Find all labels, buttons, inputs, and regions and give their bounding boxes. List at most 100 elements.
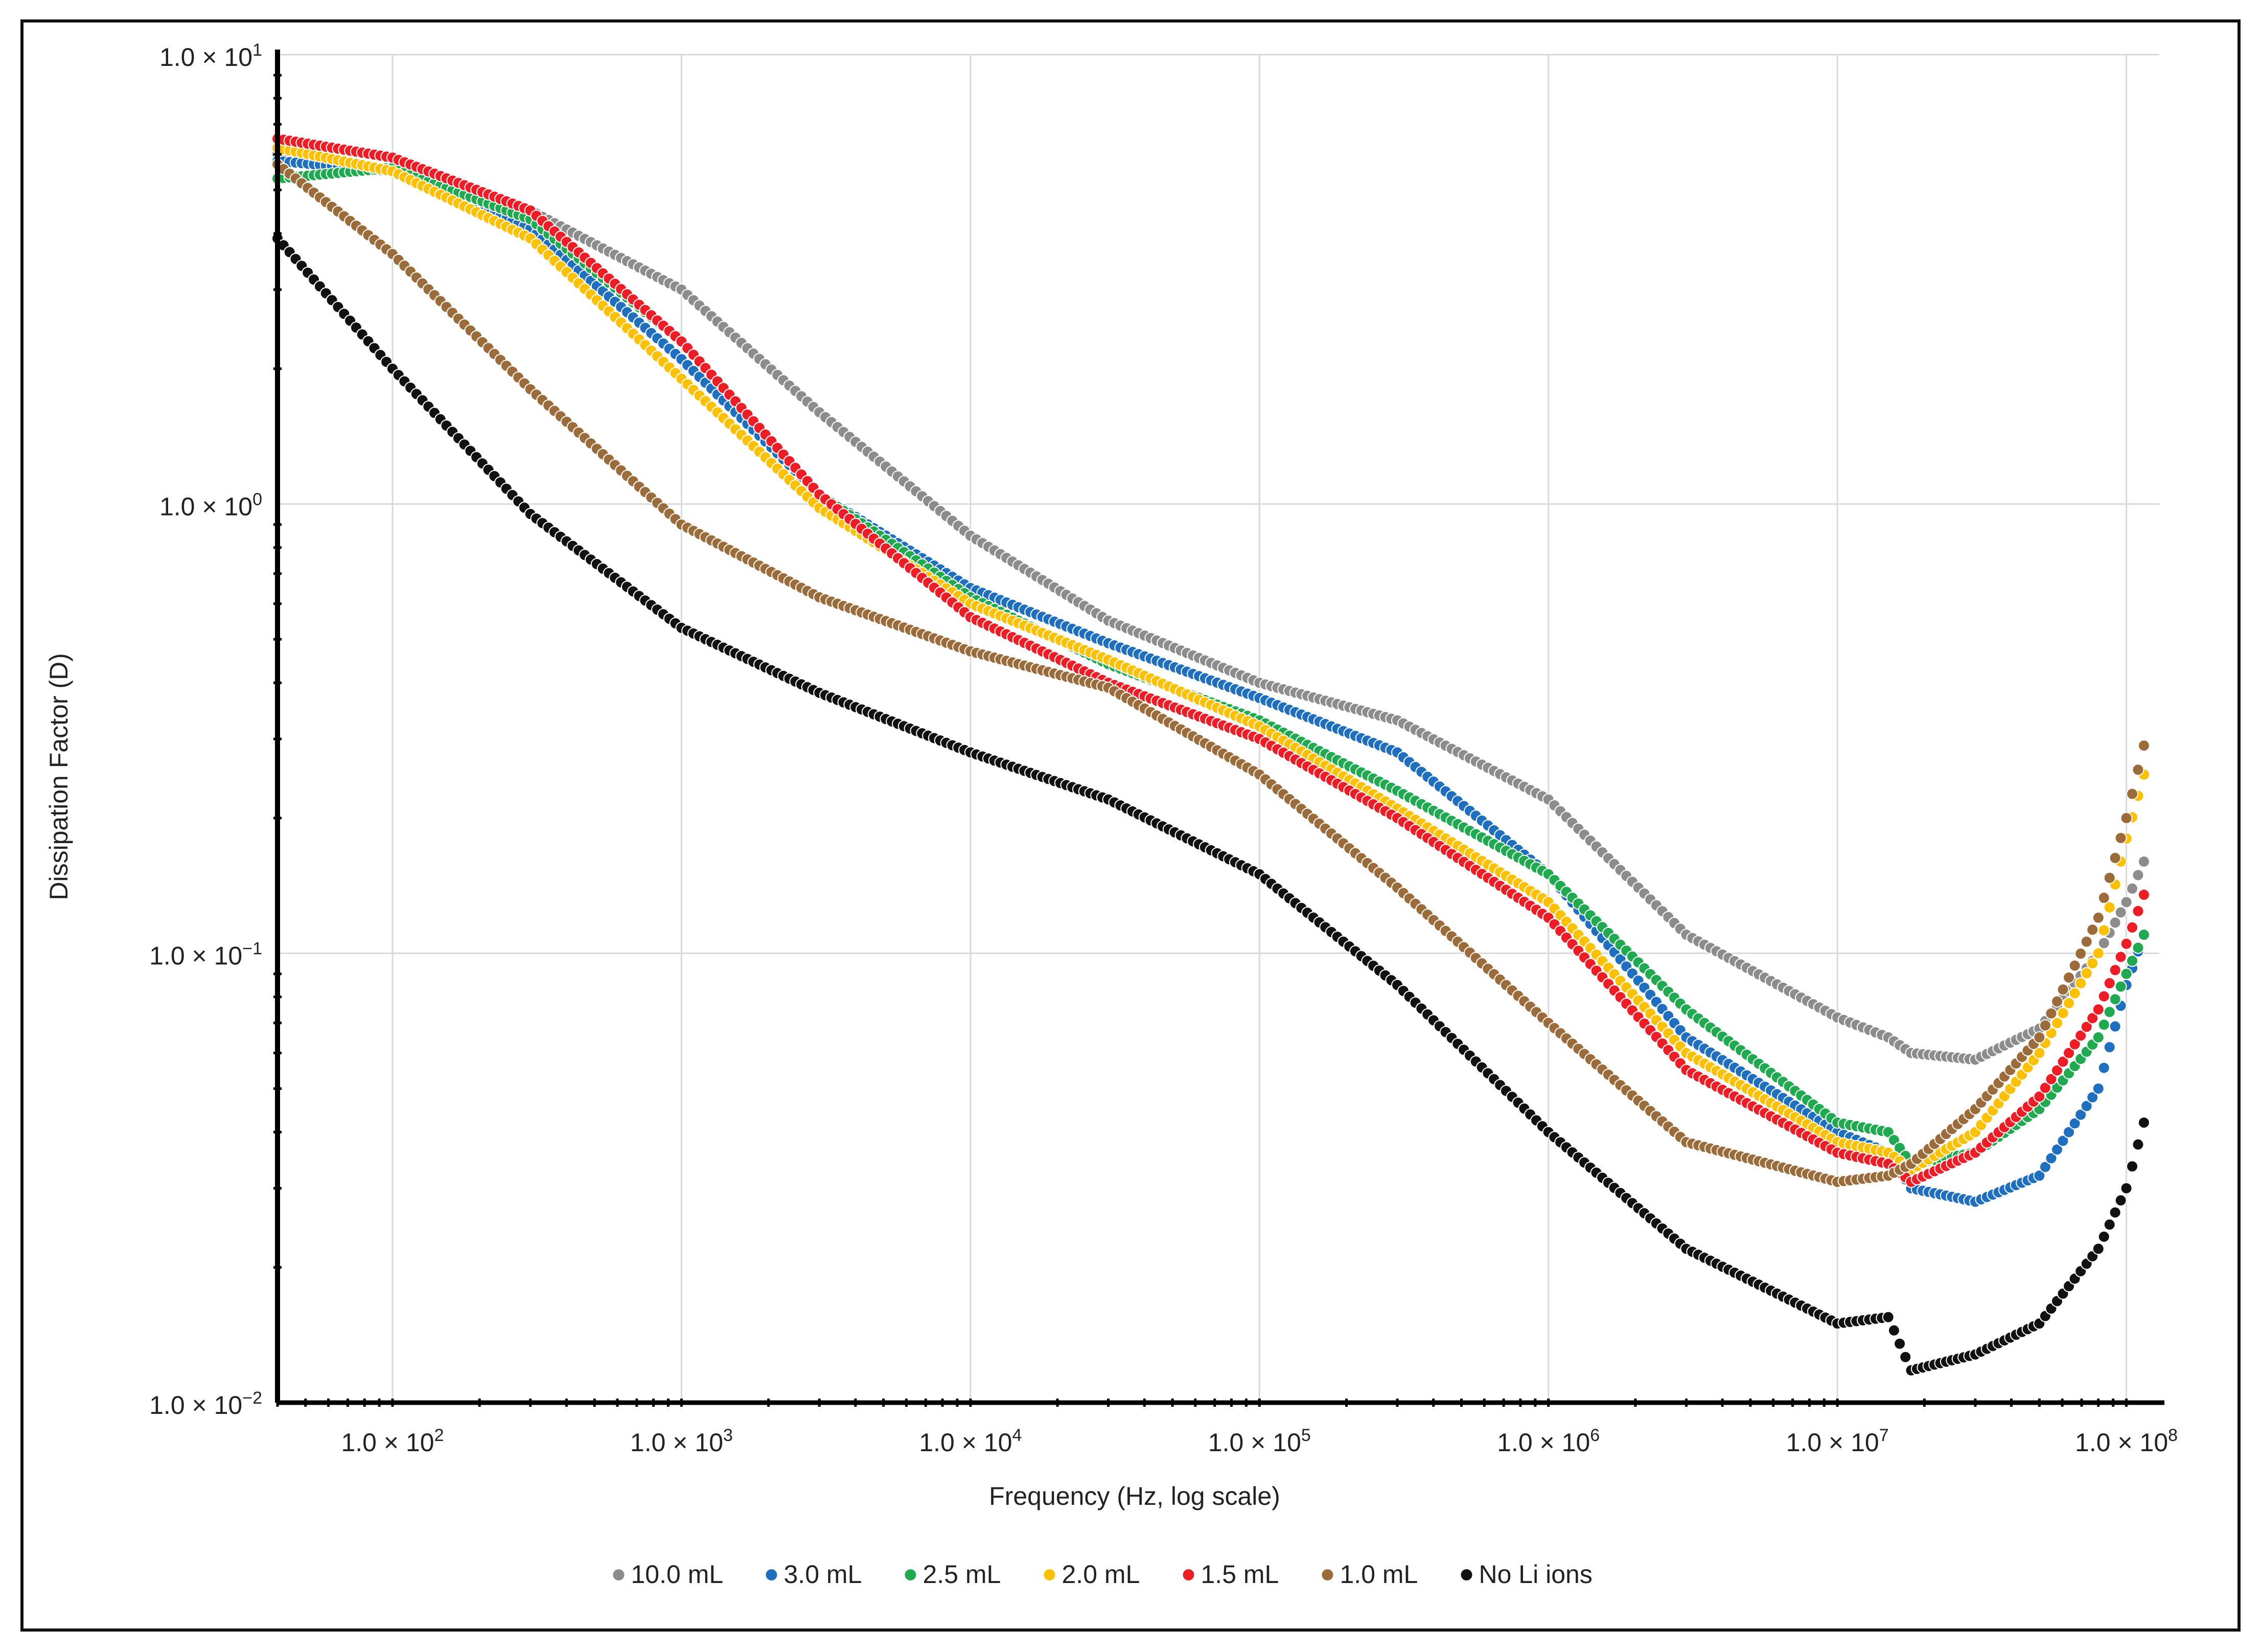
x-tick-label: 1.0 × 106: [1497, 1426, 1600, 1457]
tick-labels: 1.0 × 102 1.0 × 103 1.0 × 104 1.0 × 105 1.0 …: [149, 40, 2178, 1457]
data-point-6: [2109, 1206, 2121, 1219]
data-point-3: [2103, 901, 2116, 914]
data-point-3: [2068, 987, 2081, 999]
legend-item: 10.0 mL: [612, 1560, 724, 1589]
x-tick-label: 1.0 × 102: [341, 1426, 444, 1457]
data-point-5: [2120, 811, 2133, 824]
x-tick-label-exponent: 3: [723, 1426, 733, 1445]
data-point-0: [2097, 937, 2110, 949]
data-point-1: [2097, 1061, 2110, 1074]
data-point-5: [2092, 912, 2105, 924]
x-tick-label: 1.0 × 104: [919, 1426, 1022, 1457]
data-point-3: [2050, 1017, 2063, 1030]
legend-marker: [1460, 1568, 1473, 1581]
legend-label: 2.0 mL: [1062, 1560, 1140, 1589]
data-point-6: [2103, 1218, 2116, 1231]
data-point-0: [2120, 896, 2133, 909]
data-point-5: [2126, 787, 2139, 800]
data-point-4: [2086, 1012, 2099, 1025]
legend-marker: [765, 1568, 778, 1581]
data-point-1: [2068, 1117, 2081, 1130]
data-point-2: [2103, 1006, 2116, 1018]
y-tick-label: 1.0 × 10−1: [149, 939, 262, 970]
data-point-4: [2057, 1055, 2069, 1068]
data-point-4: [2063, 1046, 2075, 1059]
legend-label: 1.5 mL: [1201, 1560, 1279, 1589]
data-point-2: [2120, 967, 2133, 980]
legend-marker: [612, 1568, 626, 1581]
data-point-4: [2132, 905, 2144, 918]
legend-item: 3.0 mL: [765, 1560, 862, 1589]
data-point-3: [2057, 1007, 2069, 1019]
data-point-4: [2050, 1064, 2063, 1077]
legend-label: 2.5 mL: [923, 1560, 1001, 1589]
data-point-2: [2092, 1031, 2105, 1044]
data-point-1: [2074, 1108, 2087, 1121]
data-point-0: [2137, 855, 2150, 868]
data-point-5: [2097, 892, 2110, 904]
data-point-1: [2103, 1041, 2116, 1054]
legend-label: 1.0 mL: [1340, 1560, 1418, 1589]
data-point-5: [2109, 851, 2121, 864]
data-point-0: [2114, 906, 2127, 919]
data-point-5: [2050, 995, 2063, 1008]
x-tick-label: 1.0 × 108: [2075, 1426, 2178, 1457]
data-point-5: [2039, 1019, 2051, 1032]
data-point-6: [1882, 1311, 1895, 1323]
data-point-3: [2080, 967, 2093, 980]
legend-label: 3.0 mL: [784, 1560, 862, 1589]
data-point-2: [2132, 941, 2144, 954]
data-point-4: [2039, 1081, 2051, 1094]
data-point-6: [2120, 1182, 2133, 1195]
data-point-1: [2063, 1126, 2075, 1138]
y-tick-label-exponent: 0: [252, 490, 262, 509]
legend-label: 10.0 mL: [631, 1560, 724, 1589]
data-point-5: [2057, 983, 2069, 996]
data-point-3: [2086, 957, 2099, 970]
data-point-3: [2097, 924, 2110, 937]
data-point-6: [1887, 1324, 1900, 1337]
y-tick-label: 1.0 × 101: [159, 40, 262, 72]
x-tick-label: 1.0 × 105: [1208, 1426, 1311, 1457]
legend-label: No Li ions: [1479, 1560, 1593, 1589]
legend-marker: [904, 1568, 917, 1581]
data-point-4: [2080, 1020, 2093, 1033]
axes: [273, 50, 2164, 1407]
data-point-5: [2045, 1007, 2058, 1020]
legend-item: No Li ions: [1460, 1560, 1593, 1589]
data-point-4: [2109, 964, 2121, 976]
data-point-2: [2114, 980, 2127, 993]
data-point-2: [2097, 1018, 2110, 1031]
y-tick-label: 1.0 × 10−2: [149, 1388, 262, 1420]
legend-marker: [1182, 1568, 1195, 1581]
data-point-2: [2109, 993, 2121, 1006]
data-point-5: [2132, 763, 2144, 776]
data-point-4: [2114, 950, 2127, 963]
data-point-4: [2045, 1073, 2058, 1085]
data-point-6: [2126, 1160, 2139, 1173]
legend-marker: [1321, 1568, 1334, 1581]
x-tick-label-exponent: 5: [1301, 1426, 1311, 1445]
legend-item: 1.5 mL: [1182, 1560, 1279, 1589]
legend: 10.0 mL 3.0 mL 2.5 mL 2.0 mL 1.5 mL 1.0 mL No …: [612, 1560, 1593, 1589]
data-point-5: [2080, 935, 2093, 948]
x-tick-label-exponent: 6: [1590, 1426, 1600, 1445]
data-point-6: [2092, 1242, 2105, 1255]
data-point-4: [2074, 1029, 2087, 1042]
data-point-4: [2103, 977, 2116, 990]
data-point-4: [2033, 1090, 2046, 1103]
data-point-1: [2109, 1020, 2121, 1033]
data-point-2: [2126, 955, 2139, 967]
data-point-4: [2068, 1038, 2081, 1051]
data-point-5: [2114, 831, 2127, 844]
legend-item: 1.0 mL: [1321, 1560, 1418, 1589]
y-tick-label-exponent: −1: [242, 939, 262, 959]
data-point-1: [2092, 1082, 2105, 1095]
data-points: [271, 132, 2150, 1377]
x-tick-label-exponent: 4: [1012, 1426, 1022, 1445]
data-point-4: [2092, 1003, 2105, 1016]
data-point-3: [2092, 947, 2105, 960]
data-point-1: [2080, 1100, 2093, 1112]
x-tick-label-exponent: 7: [1879, 1426, 1889, 1445]
data-point-6: [1894, 1337, 1906, 1350]
